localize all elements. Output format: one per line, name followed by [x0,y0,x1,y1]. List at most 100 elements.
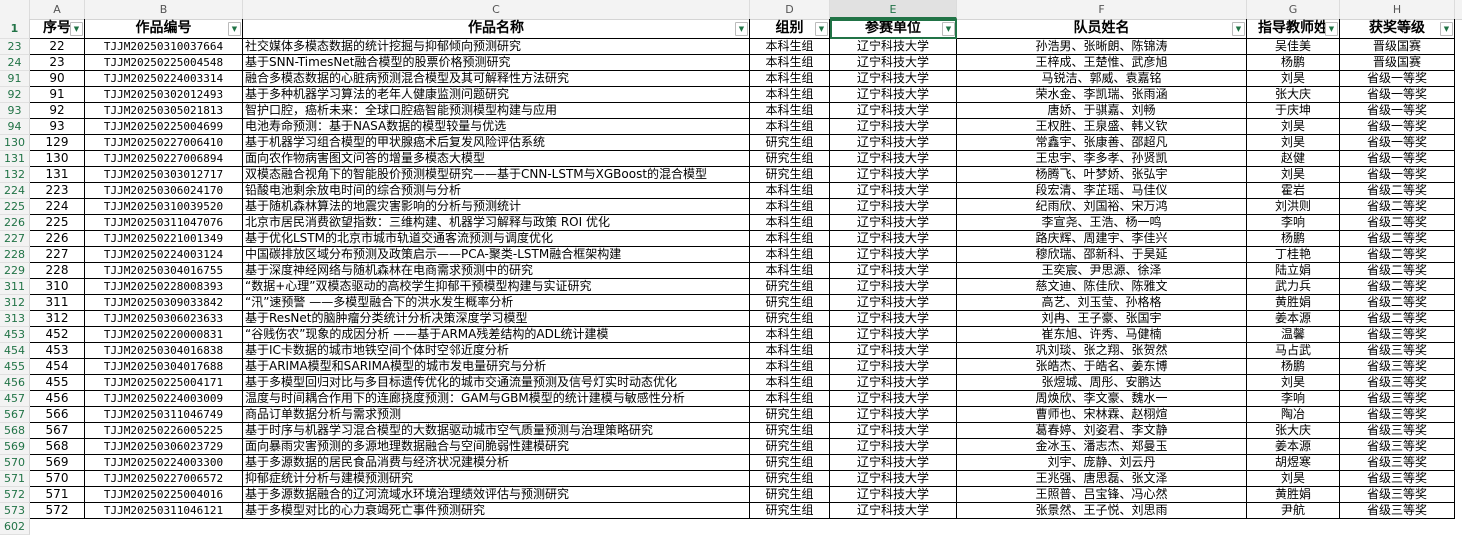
group-cell[interactable]: 本科生组 [750,327,830,343]
award-cell[interactable]: 省级一等奖 [1340,151,1455,167]
unit-cell[interactable]: 辽宁科技大学 [830,151,957,167]
serial-cell[interactable]: 227 [30,247,85,263]
members-cell[interactable]: 纪雨欣、刘国裕、宋万鸿 [957,199,1247,215]
group-cell[interactable]: 本科生组 [750,231,830,247]
award-cell[interactable]: 省级一等奖 [1340,135,1455,151]
members-cell[interactable]: 唐娇、于骐嘉、刘畅 [957,103,1247,119]
members-cell[interactable]: 王兆强、唐思磊、张文泽 [957,471,1247,487]
award-cell[interactable]: 省级二等奖 [1340,279,1455,295]
members-cell[interactable]: 慈文迪、陈佳欣、陈雅文 [957,279,1247,295]
work-id-cell[interactable]: TJJM20250305021813 [85,103,243,119]
group-cell[interactable]: 研究生组 [750,279,830,295]
serial-cell[interactable]: 311 [30,295,85,311]
group-cell[interactable]: 研究生组 [750,503,830,519]
group-cell[interactable]: 研究生组 [750,135,830,151]
group-cell[interactable]: 研究生组 [750,295,830,311]
row-number[interactable]: 227 [0,231,30,247]
work-id-cell[interactable]: TJJM20250310039520 [85,199,243,215]
unit-cell[interactable]: 辽宁科技大学 [830,199,957,215]
row-number[interactable]: 568 [0,423,30,439]
row-number[interactable]: 93 [0,103,30,119]
award-cell[interactable]: 省级一等奖 [1340,87,1455,103]
award-cell[interactable]: 省级三等奖 [1340,439,1455,455]
members-cell[interactable]: 张景然、王子悦、刘思雨 [957,503,1247,519]
serial-cell[interactable]: 571 [30,487,85,503]
work-title-cell[interactable]: 融合多模态数据的心脏病预测混合模型及其可解释性方法研究 [243,71,750,87]
group-cell[interactable]: 本科生组 [750,199,830,215]
serial-cell[interactable]: 129 [30,135,85,151]
members-cell[interactable]: 李宣尧、王浩、杨一鸣 [957,215,1247,231]
advisor-cell[interactable]: 陆立娟 [1247,263,1340,279]
award-cell[interactable]: 省级二等奖 [1340,263,1455,279]
column-header-E[interactable]: E [830,0,957,19]
unit-cell[interactable]: 辽宁科技大学 [830,311,957,327]
unit-cell[interactable]: 辽宁科技大学 [830,263,957,279]
award-cell[interactable]: 省级二等奖 [1340,183,1455,199]
column-header-A[interactable]: A [30,0,85,19]
work-title-cell[interactable]: 电池寿命预测：基于NASA数据的模型较量与优选 [243,119,750,135]
work-title-cell[interactable]: 抑郁症统计分析与建模预测研究 [243,471,750,487]
work-id-cell[interactable]: TJJM20250306023729 [85,439,243,455]
header-cell[interactable]: 指导教师姓 ▼ [1247,19,1340,39]
advisor-cell[interactable]: 武力兵 [1247,279,1340,295]
serial-cell[interactable]: 224 [30,199,85,215]
work-title-cell[interactable]: 面向农作物病害图文问答的增量多模态大模型 [243,151,750,167]
group-cell[interactable]: 本科生组 [750,359,830,375]
column-header-B[interactable]: B [85,0,243,19]
unit-cell[interactable]: 辽宁科技大学 [830,215,957,231]
work-id-cell[interactable]: TJJM20250311047076 [85,215,243,231]
members-cell[interactable]: 张皓杰、于皓名、姜东博 [957,359,1247,375]
header-cell[interactable]: 作品编号 ▼ [85,19,243,39]
work-id-cell[interactable]: TJJM20250226005225 [85,423,243,439]
advisor-cell[interactable]: 尹航 [1247,503,1340,519]
serial-cell[interactable]: 570 [30,471,85,487]
unit-cell[interactable]: 辽宁科技大学 [830,295,957,311]
serial-cell[interactable]: 23 [30,55,85,71]
work-title-cell[interactable]: 基于多源数据的居民食品消费与经济状况建模分析 [243,455,750,471]
work-id-cell[interactable]: TJJM20250225004016 [85,487,243,503]
row-number[interactable]: 572 [0,487,30,503]
work-title-cell[interactable]: “汛”速预警 ——多模型融合下的洪水发生概率分析 [243,295,750,311]
advisor-cell[interactable]: 张大庆 [1247,87,1340,103]
work-title-cell[interactable]: 基于SNN-TimesNet融合模型的股票价格预测研究 [243,55,750,71]
unit-cell[interactable]: 辽宁科技大学 [830,87,957,103]
unit-cell[interactable]: 辽宁科技大学 [830,327,957,343]
unit-cell[interactable]: 辽宁科技大学 [830,279,957,295]
filter-dropdown-icon[interactable]: ▼ [815,22,828,36]
award-cell[interactable]: 省级二等奖 [1340,231,1455,247]
unit-cell[interactable]: 辽宁科技大学 [830,375,957,391]
award-cell[interactable]: 省级三等奖 [1340,423,1455,439]
group-cell[interactable]: 本科生组 [750,343,830,359]
filter-dropdown-icon[interactable]: ▼ [942,22,955,36]
serial-cell[interactable]: 567 [30,423,85,439]
advisor-cell[interactable]: 刘昊 [1247,119,1340,135]
advisor-cell[interactable]: 李响 [1247,215,1340,231]
members-cell[interactable]: 王忠宇、李多孝、孙贤凯 [957,151,1247,167]
row-number[interactable]: 457 [0,391,30,407]
row-number[interactable]: 313 [0,311,30,327]
group-cell[interactable]: 研究生组 [750,471,830,487]
unit-cell[interactable]: 辽宁科技大学 [830,487,957,503]
advisor-cell[interactable]: 刘洪则 [1247,199,1340,215]
work-title-cell[interactable]: 基于IC卡数据的城市地铁空间个体时空邻近度分析 [243,343,750,359]
award-cell[interactable]: 省级二等奖 [1340,311,1455,327]
group-cell[interactable]: 本科生组 [750,263,830,279]
work-id-cell[interactable]: TJJM20250304016755 [85,263,243,279]
work-id-cell[interactable]: TJJM20250225004171 [85,375,243,391]
row-number[interactable]: 573 [0,503,30,519]
award-cell[interactable]: 省级三等奖 [1340,503,1455,519]
group-cell[interactable]: 本科生组 [750,375,830,391]
serial-cell[interactable]: 566 [30,407,85,423]
advisor-cell[interactable]: 刘昊 [1247,71,1340,87]
work-id-cell[interactable]: TJJM20250310037664 [85,39,243,55]
advisor-cell[interactable]: 杨鹏 [1247,55,1340,71]
unit-cell[interactable]: 辽宁科技大学 [830,55,957,71]
members-cell[interactable]: 孙浩男、张晰朗、陈锦涛 [957,39,1247,55]
work-id-cell[interactable]: TJJM20250225004548 [85,55,243,71]
work-id-cell[interactable]: TJJM20250228008393 [85,279,243,295]
group-cell[interactable]: 本科生组 [750,103,830,119]
work-id-cell[interactable]: TJJM20250304016838 [85,343,243,359]
row-number[interactable]: 453 [0,327,30,343]
advisor-cell[interactable]: 姜本源 [1247,311,1340,327]
